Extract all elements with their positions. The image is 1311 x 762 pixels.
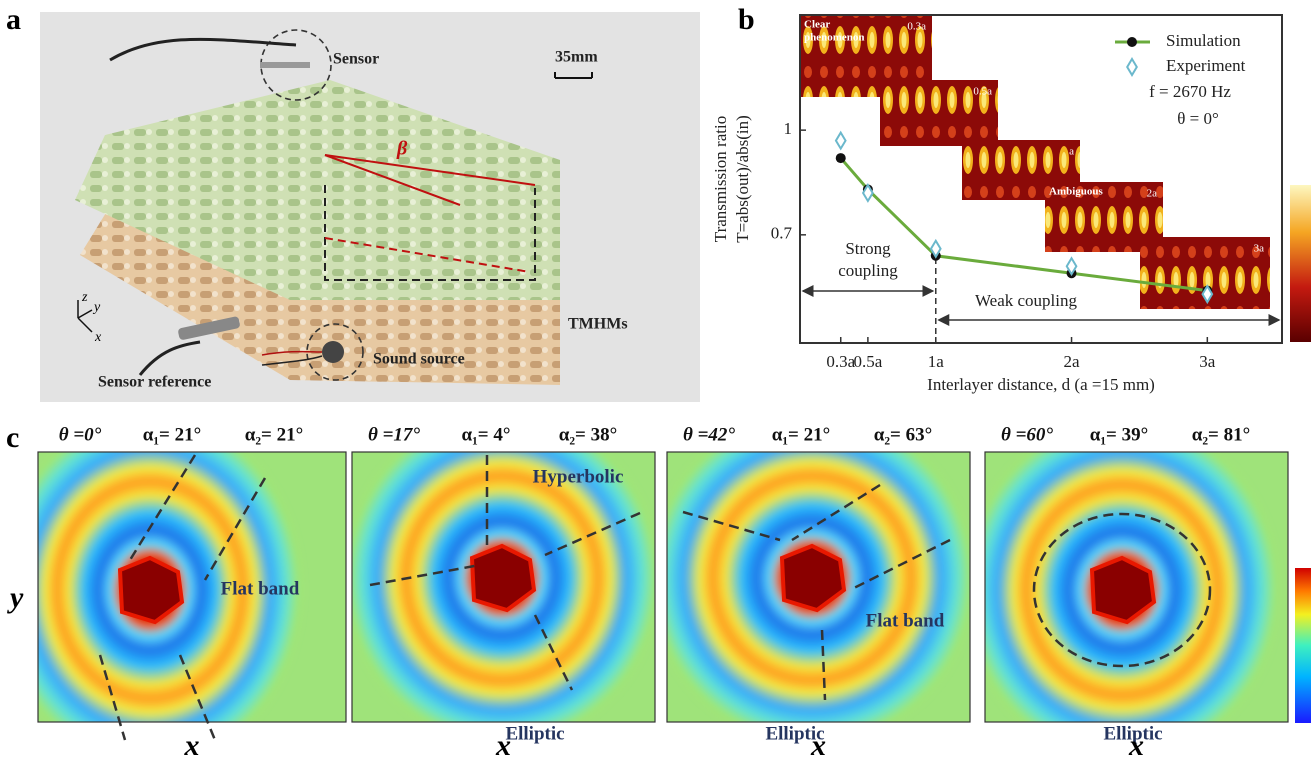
map-heading: α₂= 38°: [559, 424, 617, 445]
map-heading: α₂= 21°: [245, 424, 303, 445]
inset-note: Clear: [804, 19, 830, 31]
region-label: Hyperbolic: [533, 466, 624, 487]
heatmap: [347, 413, 657, 743]
axis-letter: y: [92, 300, 101, 315]
inset-label: 2a: [1147, 188, 1158, 200]
panel-label: a: [6, 3, 21, 36]
figure: a Sensor 35mm β TMHMs Sensor reference S…: [0, 0, 1311, 762]
x-tick-label: 0.3a: [826, 352, 855, 371]
legend-swatch: [1127, 37, 1137, 47]
map-heading: α₁= 39°: [1090, 424, 1148, 445]
x-tick-label: 1a: [928, 352, 945, 371]
y-tick-label: 0.7: [771, 224, 793, 243]
annotation: coupling: [838, 261, 898, 280]
map-heading: α₁= 21°: [772, 424, 830, 445]
legend-swatch: [1127, 59, 1137, 75]
inset-note: phenomenon: [804, 32, 865, 44]
label: β: [396, 138, 408, 160]
x-tick-label: 2a: [1064, 352, 1081, 371]
map-heading: α₂= 63°: [874, 424, 932, 445]
axis-label: x: [810, 729, 826, 762]
inset-note: Ambiguous: [1049, 186, 1104, 198]
axis-label: y: [7, 581, 24, 614]
label: TMHMs: [568, 316, 628, 333]
map-heading: θ =42°: [683, 424, 735, 445]
axis-label: x: [184, 729, 200, 762]
y-tick-label: 1: [784, 119, 793, 138]
marker: [836, 133, 846, 149]
annotation: Weak coupling: [975, 291, 1078, 310]
heatmap: [967, 420, 1288, 760]
annotation: f = 2670 Hz: [1149, 82, 1231, 101]
label: Sensor reference: [98, 374, 211, 391]
axis-letter: z: [81, 290, 88, 305]
legend-label: Experiment: [1166, 56, 1246, 75]
region-label: Flat band: [866, 610, 945, 631]
region-label: Flat band: [221, 578, 300, 599]
map-heading: α₂= 81°: [1192, 424, 1250, 445]
map-heading: θ =60°: [1001, 424, 1053, 445]
label: Sensor: [333, 51, 379, 68]
axis-label: x: [1128, 729, 1144, 762]
inset-label: 0.5a: [973, 86, 992, 98]
y-axis-label: T=abs(out)/abs(in): [733, 115, 752, 243]
panel-label: b: [738, 3, 755, 36]
x-tick-label: 3a: [1199, 352, 1216, 371]
photo: [40, 12, 700, 402]
inset-label: 3a: [1254, 243, 1265, 255]
x-axis-label: Interlayer distance, d (a =15 mm): [927, 375, 1155, 394]
annotation: Strong: [845, 239, 891, 258]
marker: [836, 153, 846, 163]
label: Sound source: [373, 351, 465, 368]
axis-label: x: [495, 729, 511, 762]
heatmap: [652, 413, 972, 743]
colorbar: [1290, 185, 1311, 342]
map-heading: θ =0°: [59, 424, 102, 445]
map-heading: α₁= 4°: [462, 424, 511, 445]
axis-letter: x: [94, 330, 102, 345]
maps: θ =0° α₁= 21° α₂= 21° Flat band x θ =17° α₁= 4…: [0, 413, 1288, 762]
map-heading: θ =17°: [368, 424, 420, 445]
map-heading: α₁= 21°: [143, 424, 201, 445]
annotation: θ = 0°: [1177, 109, 1219, 128]
colorbar: [1295, 568, 1311, 723]
inset-label: 0.3a: [907, 21, 926, 33]
x-tick-label: 0.5a: [853, 352, 882, 371]
label: 35mm: [555, 49, 598, 66]
legend-label: Simulation: [1166, 31, 1241, 50]
panel-label: c: [6, 421, 19, 454]
region-label: Elliptic: [505, 723, 564, 744]
y-axis-label: Transmission ratio: [711, 116, 730, 242]
inset-label: a: [1069, 146, 1074, 158]
